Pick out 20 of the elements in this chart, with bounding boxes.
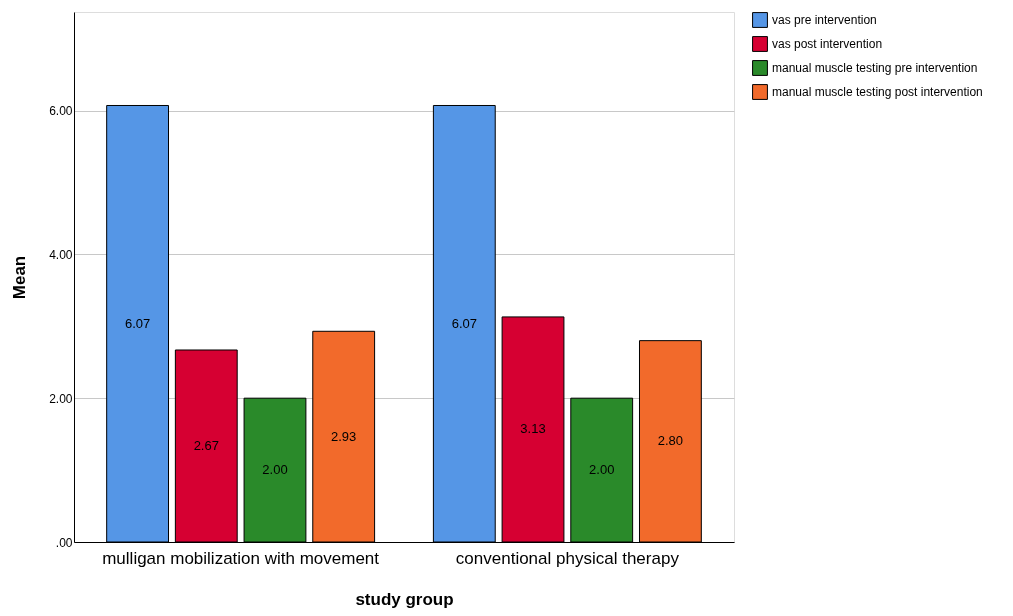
data-label: 2.93	[331, 428, 357, 444]
data-label: 6.07	[124, 315, 151, 331]
legend-label: vas post intervention	[772, 37, 883, 51]
y-tick-label: 4.00	[49, 247, 73, 262]
x-tick-label: mulligan mobilization with movement	[102, 548, 380, 568]
data-label: 6.07	[451, 315, 477, 331]
data-label: 3.13	[520, 421, 546, 437]
legend-label: manual muscle testing pre intervention	[772, 61, 978, 75]
data-label: 2.80	[657, 433, 684, 449]
data-label: 2.00	[589, 462, 615, 478]
legend-label: vas pre intervention	[772, 13, 877, 27]
y-tick-label: .00	[55, 535, 73, 550]
x-axis-title: study group	[355, 589, 454, 609]
y-tick-label: 6.00	[49, 104, 73, 119]
y-tick-label: 2.00	[49, 391, 73, 406]
legend-label: manual muscle testing post intervention	[772, 85, 983, 99]
data-label: 2.67	[193, 438, 219, 453]
y-axis-title: Mean	[10, 255, 30, 300]
data-label: 2.00	[262, 462, 288, 478]
x-tick-label: conventional physical therapy	[455, 548, 680, 568]
